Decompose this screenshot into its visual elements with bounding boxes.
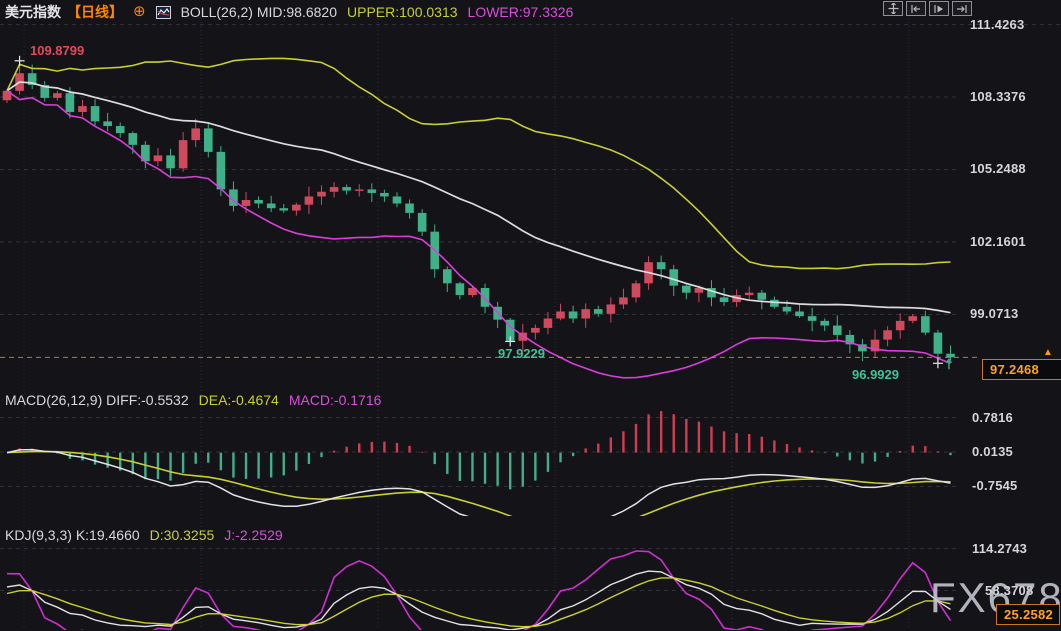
kdj-legend: KDJ(9,3,3) K:19.4660 D:30.3255 J:-2.2529	[5, 527, 283, 543]
y-axis-label: 111.4263	[970, 16, 1025, 32]
low-price-label-1: 97.9229	[498, 346, 545, 361]
y-axis-label: 114.2743	[972, 540, 1028, 556]
kdj-name-k: KDJ(9,3,3) K:19.4660	[5, 527, 140, 543]
kdj-j: J:-2.2529	[224, 527, 283, 543]
add-indicator-icon[interactable]: ⊕	[133, 3, 146, 20]
y-axis-label: 105.2488	[970, 161, 1026, 177]
scroll-to-end-button[interactable]	[952, 1, 972, 16]
high-price-label: 109.8799	[30, 43, 85, 58]
symbol-name: 美元指数	[5, 4, 61, 20]
scroll-to-start-button[interactable]	[906, 1, 926, 16]
y-axis-label: 99.0713	[970, 306, 1019, 322]
y-axis-label: 0.0135	[972, 444, 1013, 459]
y-axis-label: 0.7816	[972, 409, 1013, 425]
main-legend: 美元指数 【日线】 ⊕ BOLL(26,2) MID:98.6820 UPPER…	[5, 2, 573, 22]
chart-style-icon[interactable]	[155, 5, 171, 19]
macd-macd: MACD:-0.1716	[288, 392, 382, 408]
y-axis-label: 58.3708	[985, 582, 1034, 598]
macd-dea: DEA:-0.4674	[198, 392, 279, 408]
macd-name-diff: MACD(26,12,9) DIFF:-0.5532	[5, 392, 189, 408]
y-axis-label: 108.3376	[970, 88, 1026, 104]
kdj-value-box: 25.2582	[996, 604, 1061, 625]
kdj-d: D:30.3255	[149, 527, 215, 543]
boll-upper-label: UPPER:100.0313	[347, 4, 458, 20]
boll-label: BOLL(26,2) MID:98.6820	[180, 4, 338, 20]
pan-tool-button[interactable]	[883, 1, 903, 16]
price-alert-arrow-icon: ▲	[1043, 347, 1053, 358]
y-axis-label: 102.1601	[970, 233, 1026, 249]
current-price-box: 97.2468	[982, 359, 1061, 380]
chart-toolbar	[883, 1, 972, 16]
period-label[interactable]: 【日线】	[67, 4, 123, 20]
y-axis-label: -0.7545	[972, 478, 1018, 494]
play-forward-button[interactable]	[929, 1, 949, 16]
macd-legend: MACD(26,12,9) DIFF:-0.5532 DEA:-0.4674 M…	[5, 392, 381, 408]
boll-lower-label: LOWER:97.3326	[467, 4, 574, 20]
low-price-label-2: 96.9929	[852, 367, 899, 382]
